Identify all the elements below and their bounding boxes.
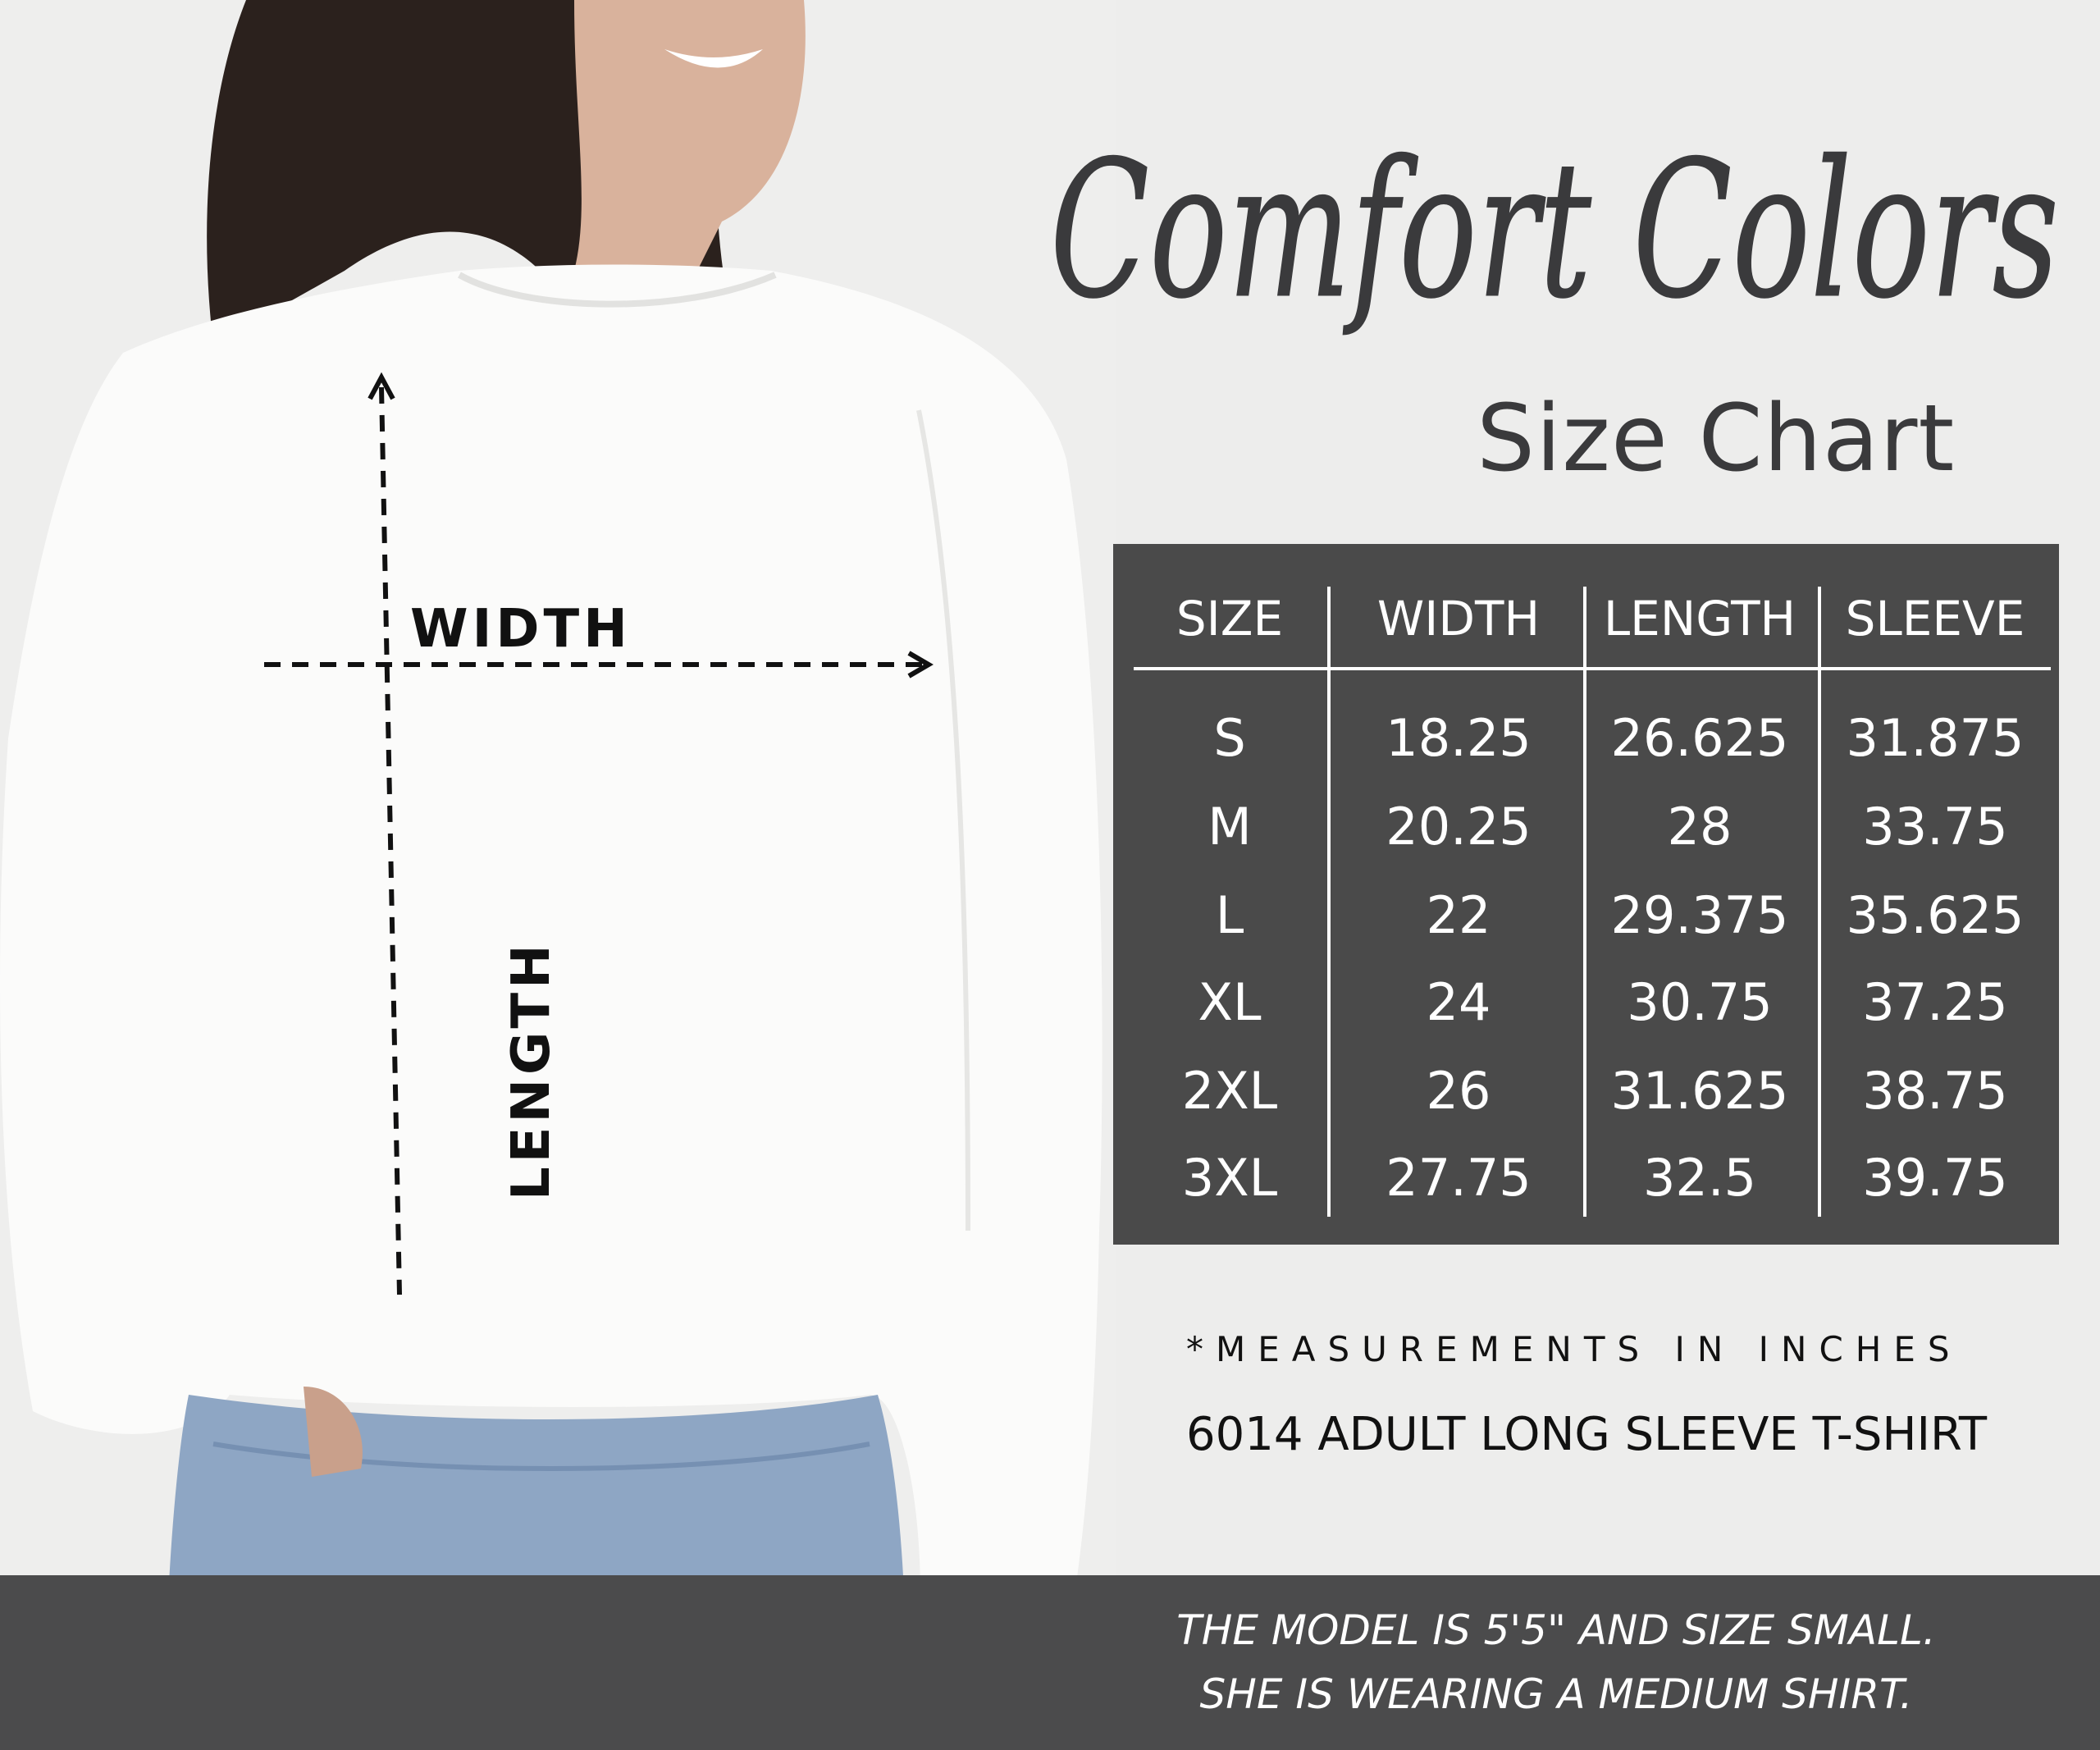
table-cell-length: 29.375	[1610, 885, 1789, 945]
footer-band: THE MODEL IS 5'5" AND SIZE SMALL. SHE IS…	[0, 1575, 2100, 1750]
header-divider	[1134, 667, 2051, 670]
table-cell-size: 2XL	[1181, 1061, 1278, 1121]
length-label: LENGTH	[501, 940, 562, 1200]
table-cell-width: 27.75	[1386, 1148, 1532, 1208]
table-cell-length: 31.625	[1610, 1061, 1789, 1121]
units-note: *MEASUREMENTS IN INCHES	[1186, 1329, 1962, 1369]
table-cell-sleeve: 33.75	[1862, 797, 2008, 857]
header-sleeve: SLEEVE	[1845, 591, 2025, 647]
table-cell-sleeve: 35.625	[1846, 885, 2025, 945]
table-cell-sleeve: 31.875	[1846, 708, 2025, 768]
page-subtitle: Size Chart	[1477, 386, 1956, 492]
footer-line-2: SHE IS WEARING A MEDIUM SHIRT.	[1199, 1670, 1913, 1718]
table-cell-length: 26.625	[1610, 708, 1789, 768]
table-cell-sleeve: 38.75	[1862, 1061, 2008, 1121]
table-cell-length: 32.5	[1642, 1148, 1757, 1208]
footer-line-1: THE MODEL IS 5'5" AND SIZE SMALL.	[1176, 1606, 1936, 1654]
header-size: SIZE	[1176, 591, 1284, 647]
table-cell-size: L	[1215, 885, 1244, 945]
header-width: WIDTH	[1376, 591, 1541, 647]
table-cell-length: 28	[1667, 797, 1732, 857]
column-divider	[1818, 587, 1821, 1217]
table-cell-width: 18.25	[1386, 708, 1532, 768]
table-cell-width: 26	[1426, 1061, 1491, 1121]
table-cell-size: 3XL	[1181, 1148, 1278, 1208]
model-photo	[0, 0, 1102, 1750]
column-divider	[1327, 587, 1331, 1217]
table-cell-width: 24	[1426, 972, 1491, 1032]
length-arrow-line	[379, 386, 402, 1295]
table-cell-length: 30.75	[1627, 972, 1773, 1032]
table-cell-width: 20.25	[1386, 797, 1532, 857]
table-cell-size: M	[1208, 797, 1252, 857]
table-cell-size: S	[1213, 708, 1246, 768]
header-length: LENGTH	[1603, 591, 1796, 647]
svg-text:Comfort Colors: Comfort Colors	[1050, 121, 2059, 340]
size-table: SIZE WIDTH LENGTH SLEEVE S 18.25 26.625 31.…	[1113, 544, 2059, 1245]
width-label: WIDTH	[410, 599, 632, 660]
brand-script-logo: Comfort Colors	[1050, 121, 2060, 341]
product-name: 6014 ADULT LONG SLEEVE T-SHIRT	[1186, 1408, 1988, 1461]
table-cell-sleeve: 39.75	[1862, 1148, 2008, 1208]
table-cell-width: 22	[1426, 885, 1491, 945]
column-divider	[1583, 587, 1586, 1217]
table-cell-sleeve: 37.25	[1862, 972, 2008, 1032]
table-cell-size: XL	[1198, 972, 1262, 1032]
